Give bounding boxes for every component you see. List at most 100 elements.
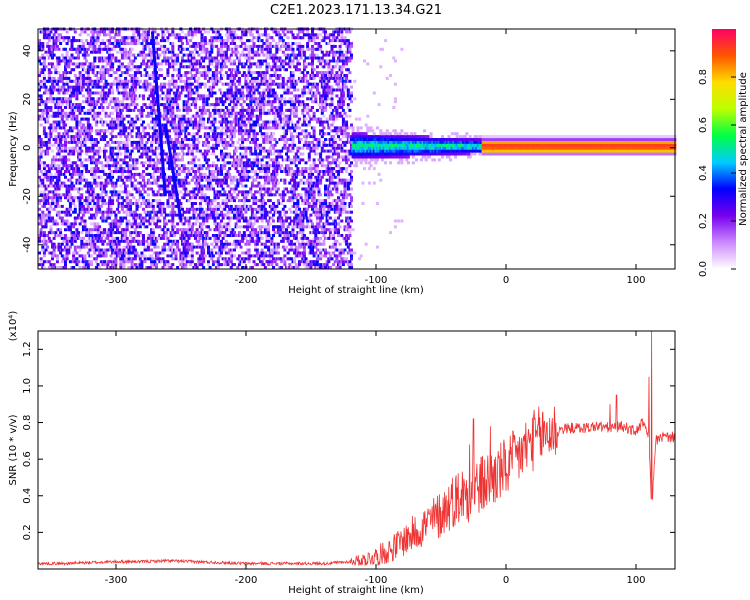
spectrogram-cell <box>101 88 105 92</box>
spectrogram-cell <box>64 36 67 40</box>
spectrogram-cell <box>184 254 188 258</box>
spectrogram-cell <box>120 79 124 83</box>
spectrogram-cell <box>221 152 225 156</box>
spectrogram-cell <box>55 56 59 60</box>
spectrogram-cell <box>171 120 175 124</box>
spectrogram-cell <box>229 94 233 98</box>
spectrogram-cell <box>91 39 95 43</box>
spectrogram-cell <box>221 199 225 203</box>
spectrogram-cell <box>172 152 176 156</box>
spectrogram-cell <box>75 234 79 237</box>
spectrogram-cell <box>158 207 162 211</box>
spectrogram-cell <box>73 39 77 43</box>
spectrogram-cell <box>46 108 50 112</box>
spectrogram-cell <box>215 266 219 269</box>
spectrogram-cell <box>252 164 256 168</box>
spectrogram-cell <box>208 135 212 139</box>
spectrogram-cell <box>52 184 56 188</box>
spectrogram-cell <box>228 167 232 171</box>
spectrogram-cell <box>208 178 212 182</box>
spectrogram-cell <box>90 245 93 249</box>
spectrogram-cell <box>246 234 249 237</box>
spectrogram-cell <box>155 193 158 197</box>
spectrogram-cell <box>133 88 137 92</box>
spectrogram-cell <box>163 47 167 51</box>
spectrogram-cell <box>78 149 82 153</box>
spectrogram-cell <box>57 120 61 124</box>
spectrogram-cell <box>70 68 74 72</box>
spectrogram-cell <box>207 202 210 205</box>
spectrogram-cell <box>83 219 87 223</box>
spectrogram-cell <box>216 228 220 232</box>
spectrogram-cell <box>83 76 87 80</box>
spectrogram-cell <box>39 138 43 141</box>
spectrogram-cell <box>221 181 225 185</box>
spectrogram-cell <box>130 39 134 43</box>
spectrogram-cell <box>190 135 194 139</box>
spectrogram-cell <box>155 251 158 255</box>
spectrogram-cell <box>181 184 184 188</box>
spectrogram-cell <box>124 76 128 80</box>
spectrogram-cell <box>246 129 249 133</box>
spectrogram-cell <box>169 193 173 197</box>
spectrogram-cell <box>117 196 121 200</box>
spectrogram-cell <box>226 47 230 51</box>
spectrogram-cell <box>179 251 183 255</box>
spectrogram-cell <box>86 74 90 77</box>
spectrogram-cell <box>42 161 46 165</box>
spectrogram-cell <box>64 196 67 200</box>
spectrogram-cell <box>103 199 106 203</box>
spectrogram-cell <box>181 149 184 153</box>
spectrogram-cell <box>124 135 128 139</box>
spectrogram-cell <box>42 56 46 60</box>
spectrogram-cell <box>249 62 253 66</box>
spectrogram-cell <box>99 97 103 101</box>
spectrogram-cell <box>239 108 243 112</box>
spectrogram-cell <box>198 97 202 101</box>
spectrogram-cell <box>86 126 90 130</box>
spectrogram-cell <box>166 158 170 162</box>
spectrogram-cell <box>122 39 126 43</box>
spectrogram-cell <box>143 53 147 57</box>
spectrogram-cell <box>114 167 118 171</box>
spectrogram-cell <box>65 132 69 136</box>
spectrogram-cell <box>146 30 150 34</box>
spectrogram-cell <box>88 146 92 150</box>
spectrogram-cell <box>195 111 199 115</box>
spectrogram-cell <box>198 257 202 261</box>
spectrogram-cell <box>146 178 150 182</box>
spectrogram-cell <box>234 239 238 243</box>
spectrogram-cell <box>249 161 253 165</box>
spectrogram-cell <box>205 108 209 112</box>
spectrogram-cell <box>205 236 209 240</box>
spectrogram-cell <box>213 108 217 112</box>
spectrogram-cell <box>246 219 249 223</box>
spectrogram-cell <box>109 225 113 229</box>
spectrogram-cell <box>161 50 165 54</box>
spectrogram-cell <box>236 65 240 69</box>
spectrogram-cell <box>67 184 71 188</box>
spectrogram-cell <box>88 44 92 48</box>
spectrogram-cell <box>103 76 106 80</box>
spectrogram-cell <box>120 146 124 150</box>
spectrogram-cell <box>155 254 158 258</box>
spectrogram-cell <box>106 181 110 185</box>
spectrogram-cell <box>106 114 110 118</box>
spectrogram-cell <box>54 79 58 83</box>
spectrogram-cell <box>153 39 157 43</box>
spectrogram-cell <box>215 167 219 171</box>
spectrogram-cell <box>210 74 214 77</box>
spectrogram-cell <box>159 74 163 77</box>
spectrogram-cell <box>85 178 89 182</box>
spectrogram-cell <box>239 257 243 261</box>
spectrogram-cell <box>226 260 230 264</box>
spectrogram-cell <box>99 260 103 264</box>
spectrogram-cell <box>91 155 95 159</box>
spectrogram-cell <box>231 74 235 77</box>
spectrogram-cell <box>150 114 154 118</box>
spectrogram-cell <box>155 199 158 203</box>
spectrogram-cell <box>107 114 111 118</box>
spectrogram-cell <box>119 152 123 156</box>
spectrogram-cell <box>132 251 136 255</box>
spectrogram-cell <box>241 74 245 77</box>
